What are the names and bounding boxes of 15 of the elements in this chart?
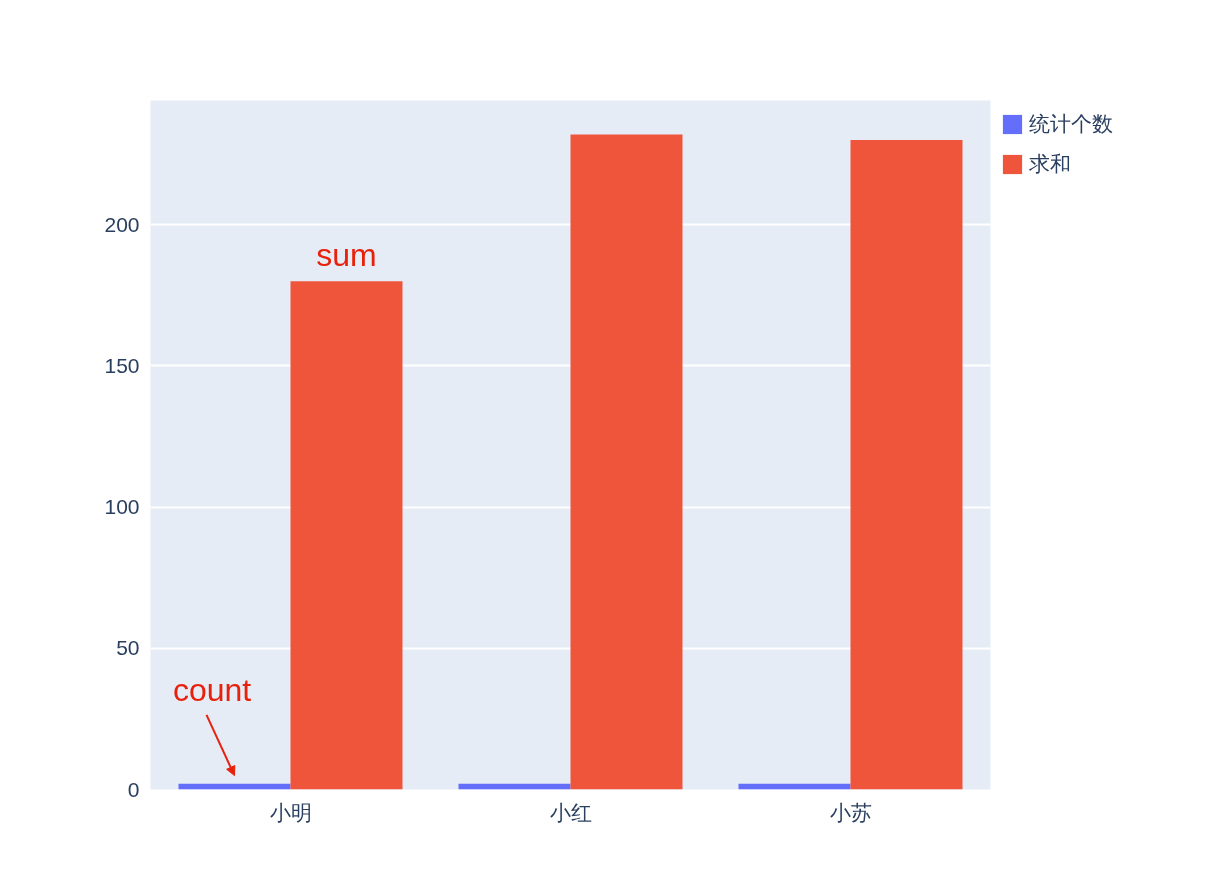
- annotation: count: [172, 672, 252, 709]
- bar: [850, 140, 963, 790]
- legend-label: 统计个数: [1029, 111, 1113, 137]
- y-tick-label: 0: [127, 777, 140, 801]
- bar: [570, 134, 683, 790]
- x-tick-label: 小苏: [829, 800, 872, 824]
- y-tick-label: 50: [116, 636, 140, 660]
- x-tick-label: 小红: [549, 800, 592, 824]
- y-tick-label: 100: [104, 495, 140, 519]
- x-tick-label: 小明: [269, 800, 312, 824]
- bar: [290, 281, 403, 790]
- y-tick-label: 150: [104, 353, 140, 377]
- y-tick-label: 200: [104, 212, 140, 236]
- legend-label: 求和: [1029, 151, 1071, 177]
- annotation: sum: [316, 237, 377, 274]
